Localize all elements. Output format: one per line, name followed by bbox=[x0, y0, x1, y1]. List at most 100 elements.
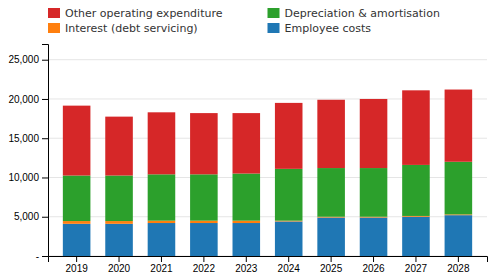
tick-mark bbox=[373, 256, 374, 262]
tick-mark bbox=[42, 138, 48, 139]
tick-label: 2021 bbox=[150, 263, 173, 274]
legend-swatch bbox=[48, 8, 60, 18]
tick: 5,000 bbox=[14, 211, 48, 222]
plot-area bbox=[63, 90, 472, 256]
legend-label: Employee costs bbox=[285, 22, 372, 35]
legend-item: Interest (debt servicing) bbox=[48, 22, 198, 35]
bar bbox=[63, 221, 91, 224]
legend-label: Other operating expenditure bbox=[65, 7, 223, 20]
bar bbox=[275, 103, 303, 169]
tick-mark bbox=[42, 99, 48, 100]
bar bbox=[402, 90, 430, 165]
tick: 2025 bbox=[320, 256, 343, 274]
y-axis: - 5,000 10,000 15,000 20,000 25,000 bbox=[8, 45, 48, 262]
legend-item: Employee costs bbox=[268, 22, 372, 35]
tick: 2024 bbox=[278, 256, 301, 274]
bar bbox=[148, 221, 176, 223]
tick: 2021 bbox=[150, 256, 173, 274]
bar bbox=[402, 217, 430, 256]
bar bbox=[233, 174, 261, 221]
tick: 2028 bbox=[447, 256, 470, 274]
tick-label: 2022 bbox=[193, 263, 216, 274]
bar bbox=[148, 112, 176, 174]
bar bbox=[105, 117, 133, 176]
grid bbox=[48, 60, 487, 256]
bar bbox=[63, 176, 91, 222]
bar bbox=[445, 162, 473, 215]
tick-label: 2024 bbox=[278, 263, 301, 274]
bar bbox=[275, 169, 303, 221]
tick-label: 2025 bbox=[320, 263, 343, 274]
tick: - bbox=[36, 251, 48, 262]
tick-mark bbox=[246, 256, 247, 262]
tick: 10,000 bbox=[8, 172, 48, 183]
bar bbox=[360, 218, 388, 256]
tick-mark bbox=[119, 256, 120, 262]
legend: Other operating expenditure Depreciation … bbox=[48, 7, 440, 35]
chart: -5,00010,00015,00020,00025,0002019202020… bbox=[0, 0, 499, 280]
tick-label: - bbox=[36, 251, 39, 262]
bar bbox=[190, 113, 218, 174]
tick-label: 2020 bbox=[108, 263, 131, 274]
bar bbox=[105, 176, 133, 222]
tick: 20,000 bbox=[8, 94, 48, 105]
tick-mark bbox=[288, 256, 289, 262]
bar bbox=[402, 165, 430, 216]
bar bbox=[148, 174, 176, 220]
tick-mark bbox=[42, 177, 48, 178]
axis-line bbox=[42, 45, 49, 257]
legend-swatch bbox=[48, 23, 60, 33]
tick-mark bbox=[161, 256, 162, 262]
tick-mark bbox=[415, 256, 416, 262]
legend-item: Other operating expenditure bbox=[48, 7, 223, 20]
bar bbox=[148, 223, 176, 256]
bar bbox=[445, 90, 473, 162]
bar bbox=[105, 221, 133, 224]
tick-mark bbox=[76, 256, 77, 262]
bar bbox=[317, 100, 345, 168]
tick-mark bbox=[203, 256, 204, 262]
tick-label: 2026 bbox=[362, 263, 385, 274]
tick-label: 2023 bbox=[235, 263, 258, 274]
axis-line bbox=[49, 257, 488, 263]
tick-mark bbox=[42, 217, 48, 218]
tick-label: 20,000 bbox=[8, 94, 39, 105]
legend-swatch bbox=[268, 8, 280, 18]
tick: 2027 bbox=[405, 256, 428, 274]
tick: 15,000 bbox=[8, 133, 48, 144]
x-axis: 2019 2020 2021 2022 2023 2024 2025 2026 2027 2028 bbox=[49, 256, 488, 274]
bar bbox=[360, 168, 388, 217]
legend-swatch bbox=[268, 23, 280, 33]
tick: 2023 bbox=[235, 256, 258, 274]
tick: 2019 bbox=[66, 256, 89, 274]
tick-label: 10,000 bbox=[8, 172, 39, 183]
bar bbox=[445, 215, 473, 256]
tick-label: 15,000 bbox=[8, 133, 39, 144]
bar bbox=[317, 168, 345, 217]
legend-label: Depreciation & amortisation bbox=[285, 7, 440, 20]
bar bbox=[233, 221, 261, 223]
bar bbox=[233, 113, 261, 173]
bar bbox=[360, 99, 388, 168]
tick-label: 2027 bbox=[405, 263, 428, 274]
legend-label: Interest (debt servicing) bbox=[65, 22, 198, 35]
bar bbox=[63, 224, 91, 256]
bar bbox=[190, 174, 218, 220]
bar bbox=[105, 224, 133, 256]
bar bbox=[275, 221, 303, 256]
tick: 2026 bbox=[362, 256, 385, 274]
tick-label: 25,000 bbox=[8, 54, 39, 65]
tick-mark bbox=[331, 256, 332, 262]
tick: 2022 bbox=[193, 256, 216, 274]
bar bbox=[190, 223, 218, 256]
tick: 2020 bbox=[108, 256, 131, 274]
tick-label: 2028 bbox=[447, 263, 470, 274]
tick-mark bbox=[42, 256, 48, 257]
tick-mark bbox=[458, 256, 459, 262]
tick-mark bbox=[42, 60, 48, 61]
tick-label: 5,000 bbox=[14, 211, 39, 222]
bar bbox=[317, 218, 345, 256]
tick-label: 2019 bbox=[66, 263, 89, 274]
tick: 25,000 bbox=[8, 54, 48, 65]
legend-item: Depreciation & amortisation bbox=[268, 7, 440, 20]
